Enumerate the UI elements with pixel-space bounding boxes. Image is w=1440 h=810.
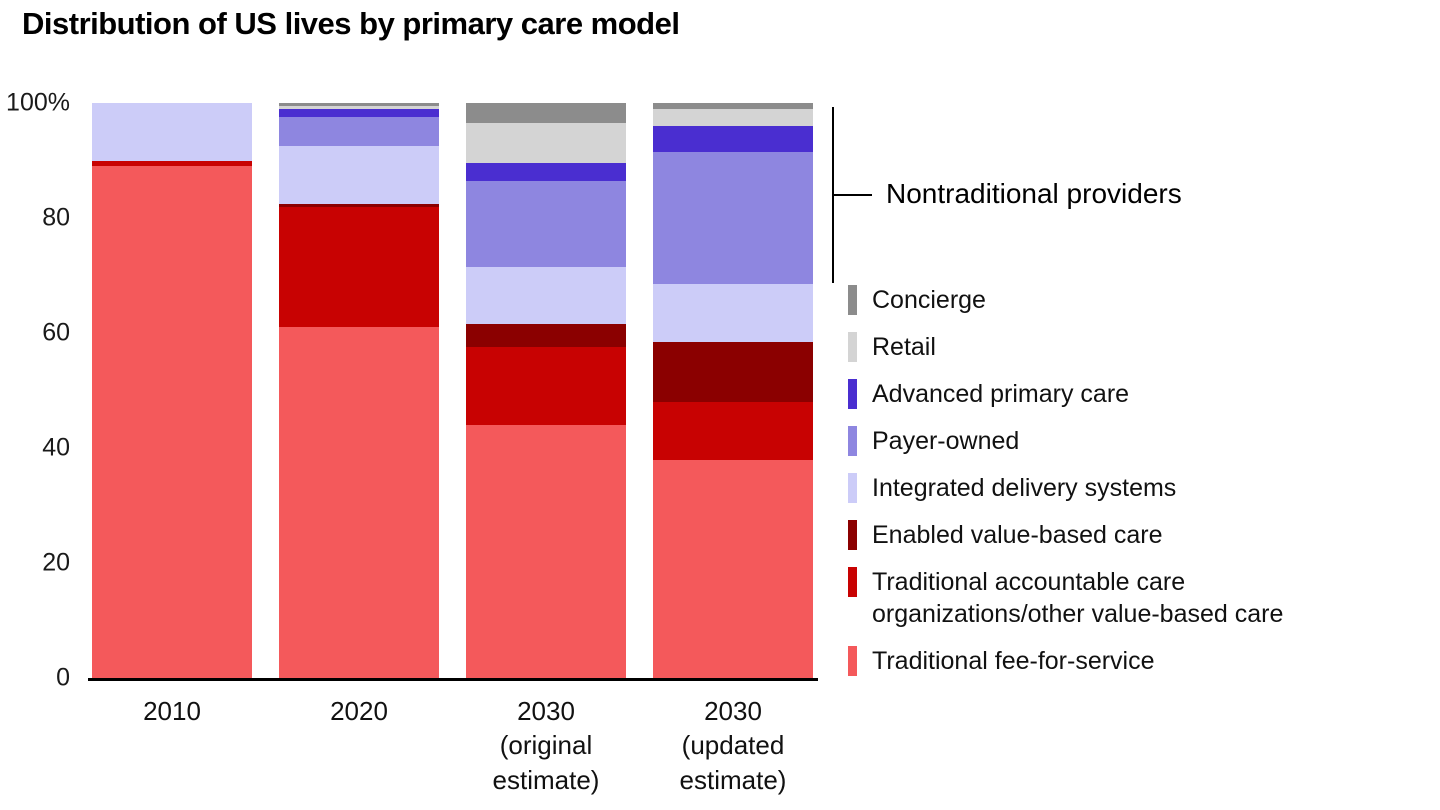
y-tick-label-40: 40 xyxy=(42,433,70,462)
bar-segment-enabled-value-based-care xyxy=(279,203,439,207)
bar-segment-traditional-fee-for-service xyxy=(653,459,813,678)
bar-segment-retail xyxy=(279,105,439,109)
bar-segment-integrated-delivery-systems xyxy=(653,284,813,342)
x-tick-label-2030-original-estimate: 2030 (original estimate) xyxy=(492,696,600,795)
legend-item-traditional-fee-for-service: Traditional fee-for-service xyxy=(848,645,1423,677)
y-tick-label-100: 100% xyxy=(6,88,70,117)
bar-segment-retail xyxy=(653,108,813,126)
bar-segment-enabled-value-based-care xyxy=(653,341,813,402)
annotation-label: Nontraditional providers xyxy=(886,178,1182,209)
legend-label-advanced-primary-care: Advanced primary care xyxy=(872,380,1130,408)
bar-2020 xyxy=(279,103,439,678)
legend-item-retail: Retail xyxy=(848,331,1423,363)
bar-segment-integrated-delivery-systems xyxy=(92,103,252,161)
legend-label-enabled-value-based-care: Enabled value-based care xyxy=(872,521,1163,549)
bar-2030-original-estimate xyxy=(466,103,626,678)
bar-segment-traditional-fee-for-service xyxy=(92,166,252,678)
bar-segment-retail xyxy=(466,123,626,164)
bar-segment-payer-owned xyxy=(279,117,439,147)
bar-segment-integrated-delivery-systems xyxy=(466,266,626,325)
bar-segment-advanced-primary-care xyxy=(466,163,626,181)
legend-swatch-integrated-delivery-systems xyxy=(848,473,857,503)
legend-label-payer-owned: Payer-owned xyxy=(872,427,1020,455)
legend-item-concierge: Concierge xyxy=(848,284,1423,316)
legend-item-integrated-delivery-systems: Integrated delivery systems xyxy=(848,472,1423,504)
legend-swatch-advanced-primary-care xyxy=(848,379,857,409)
bar-segment-advanced-primary-care xyxy=(279,108,439,118)
x-axis-labels: 2010 2020 2030 (original estimate) 2030 (up… xyxy=(92,694,814,797)
legend-item-enabled-value-based-care: Enabled value-based care xyxy=(848,519,1423,551)
annotation-bracket-hline xyxy=(834,194,872,196)
chart-title: Distribution of US lives by primary care… xyxy=(22,6,680,41)
legend-item-advanced-primary-care: Advanced primary care xyxy=(848,378,1423,410)
y-tick-label-20: 20 xyxy=(42,548,70,577)
legend-swatch-traditional-accountable-care-organizations-other-value-based-care xyxy=(848,567,857,597)
legend-label-retail: Retail xyxy=(872,333,936,361)
bar-segment-traditional-fee-for-service xyxy=(466,425,626,678)
bar-segment-concierge xyxy=(279,103,439,106)
bar-segment-enabled-value-based-care xyxy=(466,324,626,348)
bar-segment-payer-owned xyxy=(653,151,813,285)
x-tick-label-2010: 2010 xyxy=(143,696,201,726)
bar-segment-advanced-primary-care xyxy=(653,126,813,152)
legend-label-integrated-delivery-systems: Integrated delivery systems xyxy=(872,474,1177,502)
x-tick-label-2030-updated-estimate: 2030 (updated estimate) xyxy=(679,696,787,795)
y-tick-label-60: 60 xyxy=(42,318,70,347)
legend-swatch-enabled-value-based-care xyxy=(848,520,857,550)
bars-container xyxy=(92,103,814,678)
bar-segment-traditional-accountable-care-organizations-other-value-based-care xyxy=(279,206,439,328)
bar-2030-updated-estimate xyxy=(653,103,813,678)
legend-swatch-payer-owned xyxy=(848,426,857,456)
legend-label-traditional-fee-for-service: Traditional fee-for-service xyxy=(872,647,1155,675)
legend-swatch-retail xyxy=(848,332,857,362)
x-tick-label-2020: 2020 xyxy=(330,696,388,726)
bar-segment-concierge xyxy=(653,103,813,109)
y-tick-label-0: 0 xyxy=(56,663,70,692)
bar-segment-traditional-fee-for-service xyxy=(279,327,439,678)
legend-swatch-concierge xyxy=(848,285,857,315)
y-tick-label-80: 80 xyxy=(42,203,70,232)
legend: Concierge Retail Advanced primary care Paye… xyxy=(848,284,1423,677)
annotation-bracket-vline xyxy=(832,107,834,283)
legend-item-payer-owned: Payer-owned xyxy=(848,425,1423,457)
bar-2010 xyxy=(92,103,252,678)
bar-segment-traditional-accountable-care-organizations-other-value-based-care xyxy=(466,347,626,425)
bar-segment-integrated-delivery-systems xyxy=(279,146,439,204)
bar-segment-payer-owned xyxy=(466,180,626,267)
legend-swatch-traditional-fee-for-service xyxy=(848,646,857,676)
bar-segment-traditional-accountable-care-organizations-other-value-based-care xyxy=(653,402,813,460)
bar-segment-concierge xyxy=(466,103,626,124)
legend-label-concierge: Concierge xyxy=(872,286,986,314)
x-axis-line xyxy=(88,678,818,681)
legend-item-traditional-accountable-care-organizations-other-value-based-care: Traditional accountable care organizatio… xyxy=(848,566,1423,630)
bar-segment-traditional-accountable-care-organizations-other-value-based-care xyxy=(92,160,252,167)
legend-label-traditional-accountable-care-organizations-other-value-based-care: Traditional accountable care organizatio… xyxy=(872,568,1284,628)
y-axis: 100% 80 60 40 20 0 xyxy=(0,89,70,692)
